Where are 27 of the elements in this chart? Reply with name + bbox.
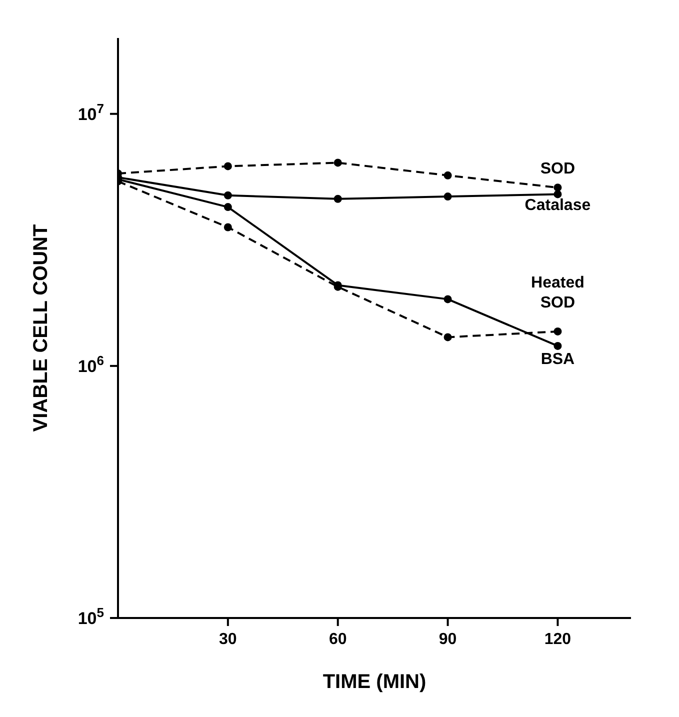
point (554, 342, 562, 350)
point (224, 223, 232, 232)
y-tick-label: 10$^{5}$ (78, 604, 104, 628)
point (224, 191, 232, 200)
x-axis-title: TIME (MIN) (322, 671, 426, 693)
point (224, 162, 232, 170)
x-tick-label: 30 (219, 631, 237, 648)
x-tick-label: 90 (438, 631, 457, 648)
x-tick-label: 120 (544, 631, 572, 648)
point (334, 158, 342, 167)
point (554, 327, 562, 336)
point (444, 295, 452, 304)
point (224, 203, 232, 212)
series-label: SOD (540, 160, 576, 178)
point (444, 192, 452, 201)
series-label: Heated SOD (531, 274, 584, 312)
series-label: Catalase (524, 197, 591, 214)
y-tick-label: 10$^{7}$ (78, 100, 104, 124)
series-label: BSA (540, 350, 576, 368)
y-tick-label: 10$^{6}$ (78, 352, 104, 376)
point (444, 171, 452, 180)
point (444, 333, 452, 342)
point (334, 194, 342, 203)
y-axis-title: VIABLE CELL COUNT (30, 224, 52, 432)
point (554, 190, 562, 198)
x-tick-label: 60 (328, 631, 347, 648)
point (554, 184, 562, 192)
